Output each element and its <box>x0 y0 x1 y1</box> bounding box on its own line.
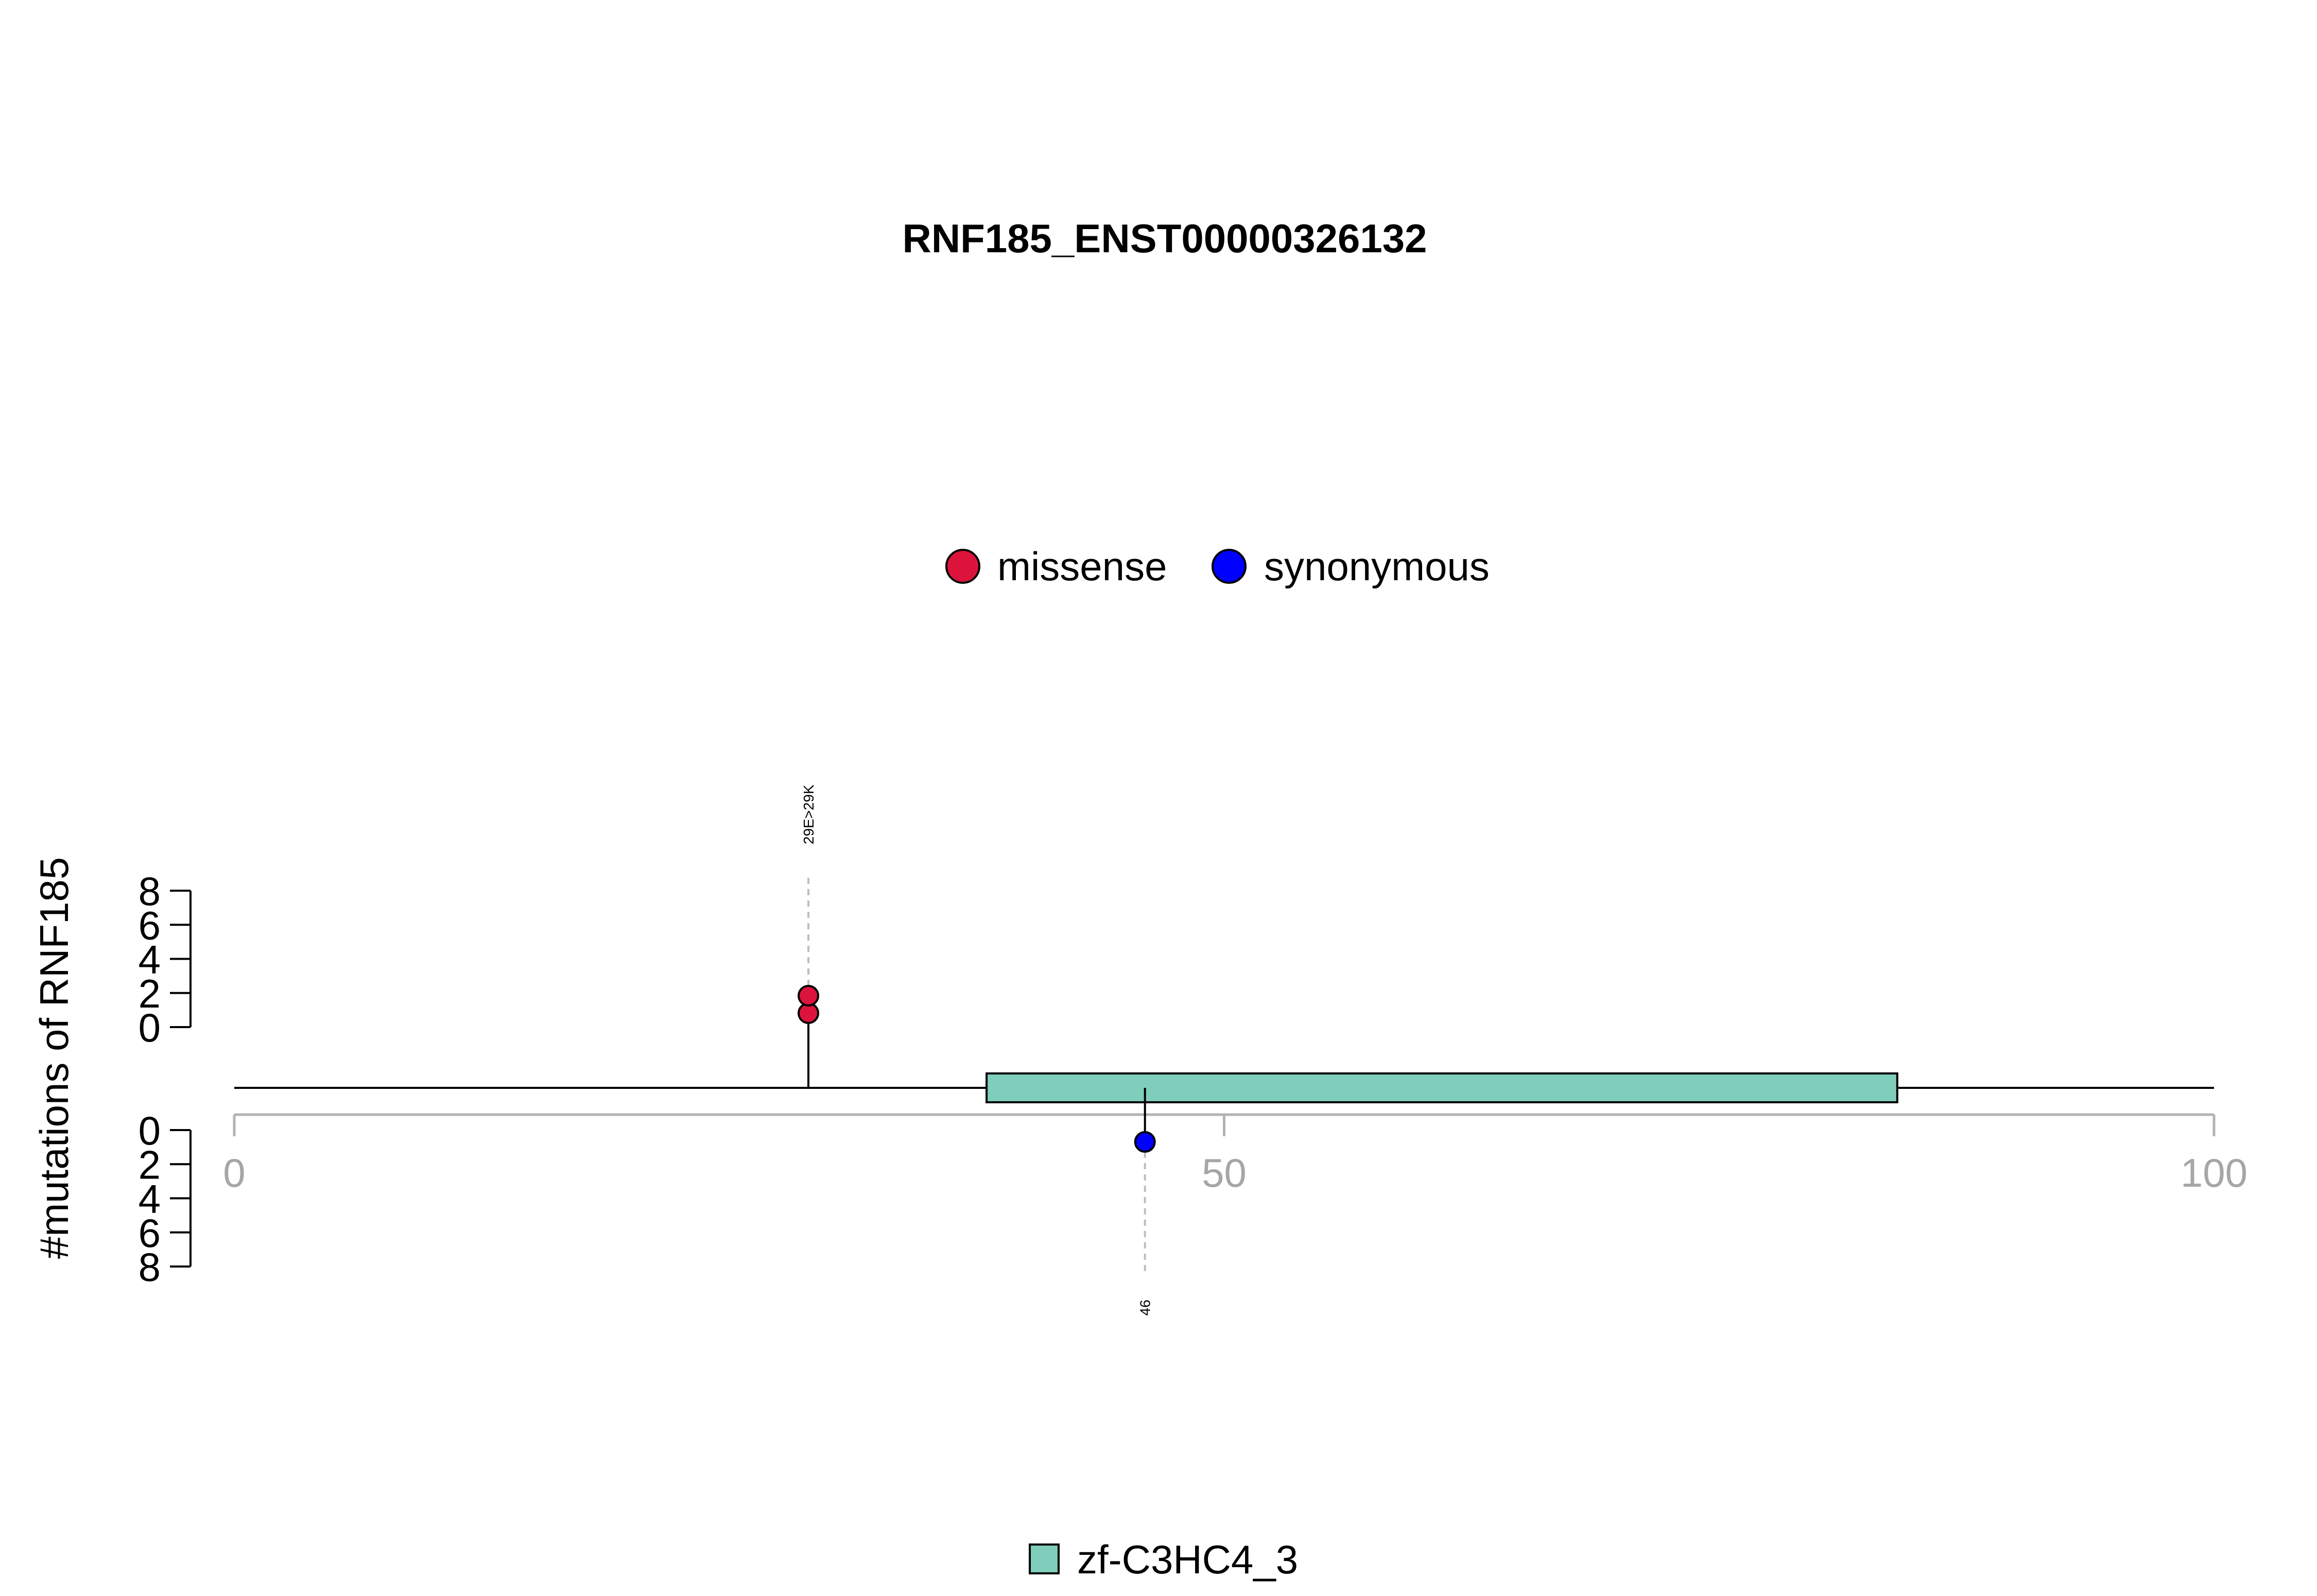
mutation-point-synonymous <box>1134 1131 1156 1153</box>
x-axis: 0 50 100 <box>223 1113 2247 1195</box>
y-axis-upper-tick-label: 4 <box>139 937 161 982</box>
y-axis-lower-tick-label: 0 <box>139 1108 161 1153</box>
y-axis-lower-tick-label: 4 <box>139 1176 161 1222</box>
domain-layer <box>985 1072 1898 1103</box>
legend-marker-synonymous <box>1212 549 1247 584</box>
y-axis-upper-tick-label: 8 <box>139 869 161 914</box>
legend-label-missense: missense <box>997 544 1167 589</box>
mutation-label-missense: 29E>29K <box>801 785 817 844</box>
legend-marker-missense <box>945 549 980 584</box>
chart-title: RNF185_ENST00000326132 <box>902 216 1427 261</box>
domain-legend-swatch <box>1029 1543 1060 1574</box>
domain-legend-label: zf-C3HC4_3 <box>1077 1537 1298 1582</box>
mutation-type-legend: missense synonymous <box>945 544 1490 589</box>
y-axis-lower-tick-label: 8 <box>139 1244 161 1290</box>
domain-legend: zf-C3HC4_3 <box>1029 1537 1298 1582</box>
x-axis-tick-label: 100 <box>2181 1150 2247 1195</box>
legend-label-synonymous: synonymous <box>1264 544 1490 589</box>
y-axis-lower-tick-label: 2 <box>139 1142 161 1187</box>
mutation-layer: 29E>29K 46 <box>798 785 1156 1316</box>
y-axis-label: #mutations of RNF185 <box>31 857 77 1259</box>
y-axis-lower-tick-label: 6 <box>139 1210 161 1256</box>
domain-zf-C3HC4_3 <box>985 1072 1898 1103</box>
y-axis-upper-tick-label: 2 <box>139 971 161 1016</box>
y-axis-upper-tick-label: 0 <box>139 1005 161 1050</box>
mutation-label-synonymous: 46 <box>1137 1299 1153 1315</box>
mutation-point-missense <box>798 985 820 1007</box>
x-axis-tick-label: 50 <box>1202 1150 1247 1195</box>
x-axis-tick-label: 0 <box>223 1150 245 1195</box>
y-axis-upper-tick-label: 6 <box>139 903 161 948</box>
